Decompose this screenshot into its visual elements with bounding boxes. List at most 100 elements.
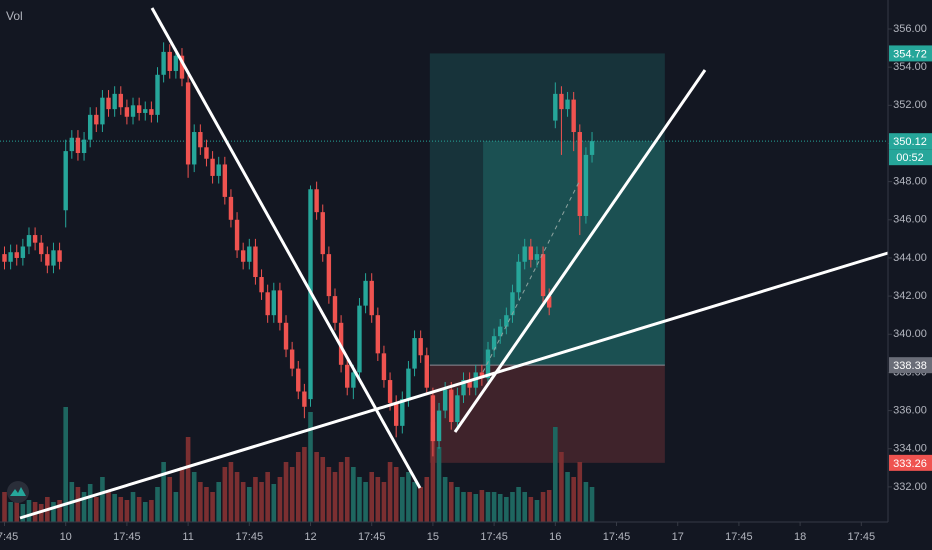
volume-bar — [155, 487, 160, 522]
candle-body — [228, 196, 234, 220]
volume-bar — [167, 477, 173, 522]
candle-body — [192, 132, 197, 165]
x-tick-label: 17:45 — [603, 531, 631, 543]
candle-body — [504, 315, 509, 327]
candle-body — [332, 296, 338, 323]
volume-bar — [553, 427, 558, 522]
volume-bar — [234, 472, 240, 522]
candle-body — [32, 235, 38, 243]
volume-bar — [351, 467, 356, 522]
volume-bar — [302, 447, 307, 522]
volume-bar — [161, 462, 166, 522]
volume-bar — [491, 492, 497, 522]
candle-body — [546, 296, 552, 308]
x-tick-label: 17:45 — [358, 531, 386, 543]
candle-body — [124, 107, 130, 117]
candle-body — [130, 105, 136, 117]
axis-layer: 332.00334.00336.00338.00340.00342.00344.… — [0, 23, 932, 543]
volume-bar — [442, 477, 448, 522]
candle-body — [553, 93, 558, 121]
volume-bar — [516, 487, 521, 522]
volume-bar — [81, 492, 87, 522]
volume-bar — [247, 487, 252, 522]
candle-body — [369, 280, 374, 316]
volume-bar — [204, 487, 209, 522]
volume-bar — [412, 482, 417, 522]
candle-body — [436, 410, 442, 442]
candle-body — [589, 141, 595, 155]
volume-bar — [467, 492, 472, 522]
candle-body — [167, 51, 172, 71]
volume-bar — [589, 487, 595, 522]
candle-body — [81, 139, 87, 154]
candle-body — [357, 305, 362, 373]
candle-body — [430, 395, 436, 442]
x-tick-label: 17:45 — [236, 531, 264, 543]
candle-body — [51, 250, 56, 266]
volume-bar — [424, 477, 430, 522]
volume-bar — [338, 462, 344, 522]
volume-bar — [534, 500, 540, 522]
volume-bar — [295, 452, 301, 522]
volume-bar — [430, 422, 436, 522]
candle-body — [247, 246, 252, 262]
volume-bar — [198, 482, 203, 522]
volume-bar — [271, 484, 277, 522]
candle-body — [571, 99, 576, 133]
candle-body — [314, 189, 319, 213]
volume-bar — [400, 477, 405, 522]
x-tick-label: 16 — [549, 531, 561, 543]
volume-bar — [210, 492, 215, 522]
candle-body — [516, 261, 521, 293]
volume-bar — [344, 457, 350, 522]
candle-body — [136, 105, 142, 113]
candle-body — [204, 147, 209, 159]
candle-body — [8, 252, 13, 262]
price-marker — [889, 357, 932, 374]
volume-bar — [387, 462, 393, 522]
candle-body — [424, 355, 429, 388]
volume-bar — [485, 492, 491, 522]
candle-body — [418, 338, 423, 356]
price-marker — [889, 133, 932, 150]
trend-lines — [19, 7, 889, 520]
volume-bar — [473, 494, 479, 522]
volume-bar — [436, 447, 442, 522]
countdown-box — [889, 149, 932, 166]
volume-bar — [369, 472, 375, 522]
volume-bar — [2, 492, 7, 522]
candle-body — [479, 372, 485, 379]
volume-bar — [418, 487, 423, 522]
candle-body — [387, 380, 393, 403]
volume-bar — [583, 482, 589, 522]
candle-body — [265, 292, 270, 316]
volume-bar — [26, 500, 32, 522]
candle-body — [283, 322, 289, 350]
logo-circle — [7, 481, 29, 503]
volume-bar — [571, 477, 576, 522]
volume-bar — [406, 472, 411, 522]
volume-bar — [265, 472, 270, 522]
candle-body — [296, 368, 301, 392]
candle-body — [87, 114, 93, 140]
candle-body — [149, 109, 154, 115]
candle-body — [461, 380, 466, 396]
volume-bar — [326, 467, 332, 522]
volume-bar — [277, 477, 283, 522]
x-tick-label: 17:45 — [725, 531, 753, 543]
x-tick-label: 12 — [304, 531, 316, 543]
volume-bar — [332, 472, 338, 522]
candle-body — [583, 154, 589, 216]
candle-body — [400, 399, 405, 426]
candle-body — [559, 93, 564, 110]
countdown-label: 00:52 — [896, 152, 924, 164]
y-tick-label: 354.00 — [893, 61, 927, 73]
candle-body — [442, 389, 448, 411]
price-marker-label: 333.26 — [893, 458, 927, 470]
candle-body — [277, 290, 283, 323]
volume-bar — [522, 492, 528, 522]
price-marker-label: 338.38 — [893, 360, 927, 372]
volume-label: Vol — [6, 9, 23, 23]
volume-bar — [497, 494, 503, 522]
price-marker-label: 350.12 — [893, 136, 927, 148]
